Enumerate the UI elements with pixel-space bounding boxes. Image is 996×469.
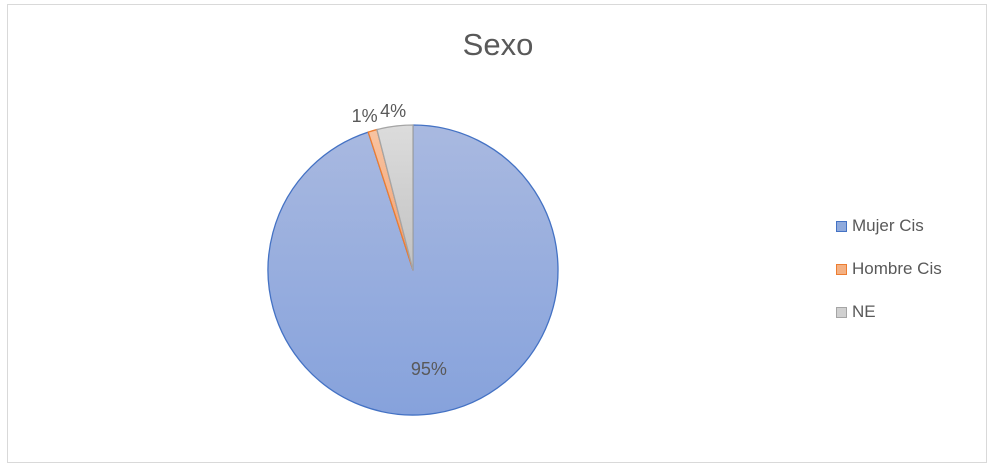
data-label-ne: 4% — [380, 101, 406, 121]
chart-title: Sexo — [462, 27, 534, 62]
chart-legend: Mujer Cis Hombre Cis NE — [836, 214, 942, 343]
legend-swatch-mujer-cis — [836, 220, 847, 232]
legend-item-ne: NE — [836, 300, 942, 324]
legend-swatch-hombre-cis — [836, 263, 847, 275]
legend-label-ne: NE — [852, 302, 876, 321]
legend-swatch-ne — [836, 306, 847, 318]
pie-slice-ne — [376, 124, 414, 271]
data-label-hombre-cis: 1% — [352, 106, 378, 126]
legend-item-mujer-cis: Mujer Cis — [836, 214, 942, 238]
legend-label-mujer-cis: Mujer Cis — [852, 216, 924, 235]
data-label-mujer-cis: 95% — [411, 359, 447, 379]
legend-label-hombre-cis: Hombre Cis — [852, 259, 942, 278]
legend-item-hombre-cis: Hombre Cis — [836, 257, 942, 281]
